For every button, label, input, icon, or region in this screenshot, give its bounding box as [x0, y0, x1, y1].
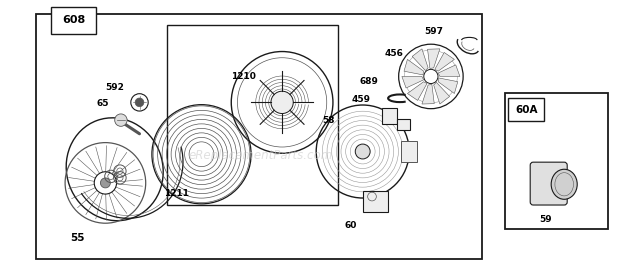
Bar — [363, 191, 388, 212]
Bar — [382, 108, 397, 124]
Polygon shape — [435, 52, 454, 71]
Circle shape — [115, 114, 127, 126]
Text: 59: 59 — [539, 215, 552, 224]
Circle shape — [94, 172, 117, 194]
Circle shape — [355, 144, 370, 159]
FancyBboxPatch shape — [530, 162, 567, 205]
Polygon shape — [433, 82, 450, 104]
Bar — [508, 98, 544, 121]
Text: 60: 60 — [344, 221, 356, 230]
Polygon shape — [428, 49, 440, 69]
Polygon shape — [404, 60, 423, 75]
Text: 459: 459 — [352, 95, 371, 104]
Text: 592: 592 — [105, 83, 124, 92]
Text: 58: 58 — [322, 116, 335, 124]
Polygon shape — [412, 49, 428, 70]
Polygon shape — [438, 78, 458, 93]
Text: 60A: 60A — [515, 105, 538, 115]
Text: 65: 65 — [96, 99, 108, 108]
Bar — [167, 25, 338, 205]
Text: 456: 456 — [384, 49, 403, 58]
Text: 55: 55 — [70, 233, 85, 242]
Text: eReplacementParts.com: eReplacementParts.com — [188, 149, 332, 162]
Circle shape — [271, 91, 293, 114]
Polygon shape — [407, 82, 427, 100]
Text: 1210: 1210 — [231, 72, 256, 81]
Text: 1211: 1211 — [164, 189, 189, 198]
Text: 608: 608 — [62, 16, 86, 25]
Bar — [397, 119, 410, 130]
Circle shape — [424, 69, 438, 84]
Circle shape — [100, 178, 110, 188]
Text: 689: 689 — [360, 78, 378, 86]
Bar — [36, 14, 482, 259]
Text: 597: 597 — [425, 27, 443, 36]
Bar — [51, 7, 96, 34]
Polygon shape — [422, 84, 434, 104]
Ellipse shape — [551, 169, 577, 199]
Bar — [401, 141, 417, 162]
Polygon shape — [402, 76, 423, 88]
Polygon shape — [438, 65, 460, 76]
Bar — [505, 93, 608, 229]
Circle shape — [135, 98, 144, 107]
